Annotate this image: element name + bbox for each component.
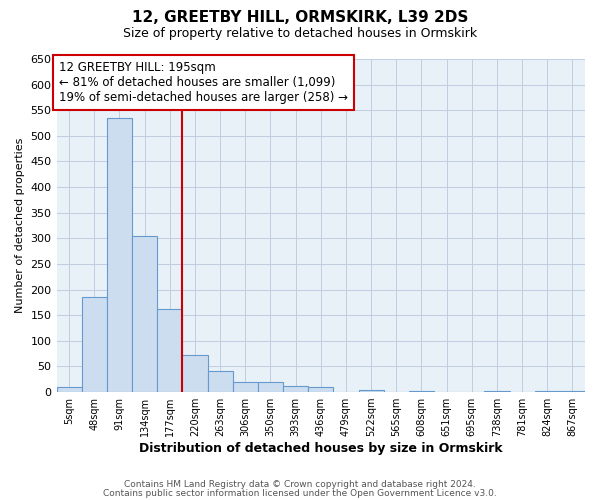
Bar — [283, 386, 308, 392]
Bar — [132, 236, 157, 392]
Text: Contains HM Land Registry data © Crown copyright and database right 2024.: Contains HM Land Registry data © Crown c… — [124, 480, 476, 489]
Y-axis label: Number of detached properties: Number of detached properties — [15, 138, 25, 313]
Bar — [107, 118, 132, 392]
Bar — [258, 382, 283, 392]
Bar — [233, 382, 258, 392]
Bar — [484, 391, 509, 392]
Bar — [82, 298, 107, 392]
Text: 12, GREETBY HILL, ORMSKIRK, L39 2DS: 12, GREETBY HILL, ORMSKIRK, L39 2DS — [132, 10, 468, 25]
Bar — [535, 391, 560, 392]
Bar — [182, 354, 208, 392]
Bar — [409, 391, 434, 392]
Bar — [359, 390, 383, 392]
Bar — [308, 387, 334, 392]
Bar — [56, 387, 82, 392]
Bar — [560, 391, 585, 392]
Bar — [157, 308, 182, 392]
Text: Size of property relative to detached houses in Ormskirk: Size of property relative to detached ho… — [123, 28, 477, 40]
Text: 12 GREETBY HILL: 195sqm
← 81% of detached houses are smaller (1,099)
19% of semi: 12 GREETBY HILL: 195sqm ← 81% of detache… — [59, 60, 348, 104]
X-axis label: Distribution of detached houses by size in Ormskirk: Distribution of detached houses by size … — [139, 442, 503, 455]
Text: Contains public sector information licensed under the Open Government Licence v3: Contains public sector information licen… — [103, 488, 497, 498]
Bar — [208, 370, 233, 392]
